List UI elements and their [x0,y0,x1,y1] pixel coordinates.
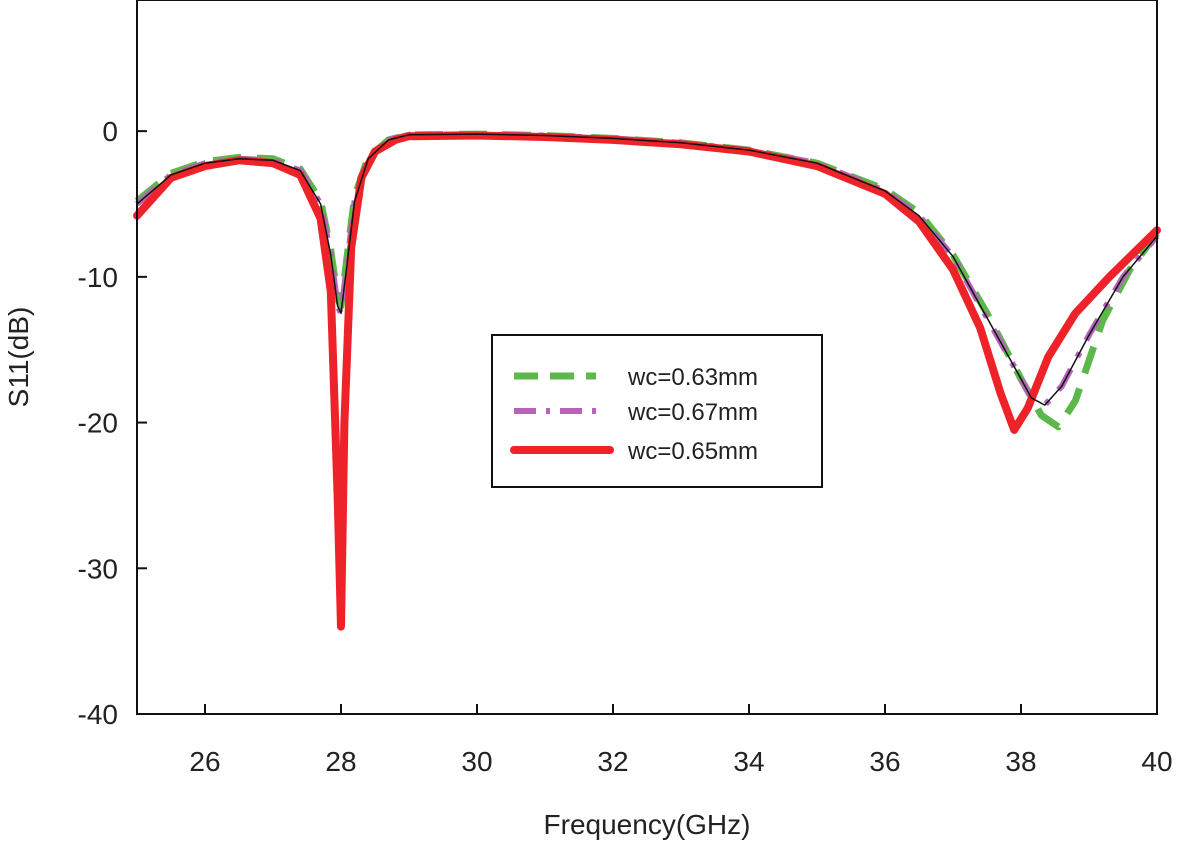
y-tick-label: -10 [78,262,118,293]
y-tick-label: -40 [78,699,118,730]
tick-label-layer: 26 28 30 32 34 36 38 40 0 -10 -20 -30 -40 [78,116,1173,777]
x-tick-label: 38 [1005,746,1036,777]
y-tick-label: 0 [102,116,118,147]
y-tick-label: -30 [78,553,118,584]
series-line-black-trace [136,133,1158,406]
x-axis-title: Frequency(GHz) [544,809,751,840]
legend-label-wc-067: wc=0.67mm [627,399,758,426]
x-tick-label: 28 [325,746,356,777]
x-tick-label: 30 [461,746,492,777]
series-layer [133,130,1161,631]
legend: wc=0.63mm wc=0.67mm wc=0.65mm [491,334,823,488]
y-tick-label: -20 [78,408,118,439]
x-tick-label: 26 [189,746,220,777]
series-line-2 [133,131,1161,631]
legend-label-wc-063: wc=0.63mm [627,364,758,391]
x-tick-label: 40 [1141,746,1172,777]
y-axis-title: S11(dB) [3,307,34,408]
x-tick-label: 34 [733,746,764,777]
x-tick-label: 32 [597,746,628,777]
x-tick-label: 36 [869,746,900,777]
plot-frame [136,0,1158,715]
ticks-layer [137,130,1158,715]
legend-label-wc-065: wc=0.65mm [627,438,758,465]
